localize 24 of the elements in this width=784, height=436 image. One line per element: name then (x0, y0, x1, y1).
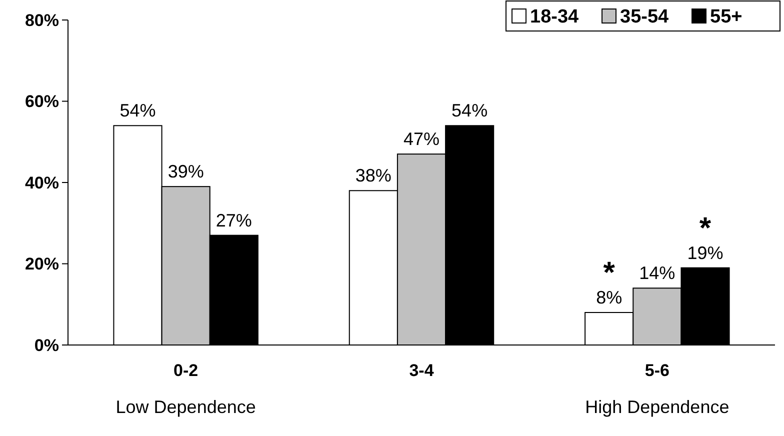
data-label: 47% (403, 129, 440, 150)
data-label: 54% (452, 100, 488, 121)
legend-label: 18-34 (530, 6, 580, 28)
y-tick-label: 0% (34, 336, 59, 355)
annotation: * (699, 212, 712, 245)
y-tick-label: 60% (24, 92, 59, 112)
data-label: 14% (639, 263, 676, 284)
x-tick-label: 5-6 (644, 361, 670, 380)
annotation: * (603, 256, 616, 290)
x-tick-label: 3-4 (409, 361, 434, 380)
y-tick-label: 80% (24, 10, 59, 30)
data-label: 8% (596, 288, 622, 308)
legend-label: 55+ (710, 6, 742, 28)
text: High Dependence (585, 397, 730, 417)
y-tick-label: 20% (24, 254, 59, 274)
data-label: 54% (120, 100, 156, 121)
legend-label: 35-54 (620, 6, 670, 28)
data-label: 39% (168, 162, 204, 182)
data-label: 38% (355, 166, 392, 186)
text: Low Dependence (116, 397, 256, 417)
y-tick-label: 40% (24, 173, 59, 192)
data-label: 27% (216, 210, 252, 230)
data-label: 19% (687, 242, 724, 263)
x-tick-label: 0-2 (174, 361, 198, 380)
